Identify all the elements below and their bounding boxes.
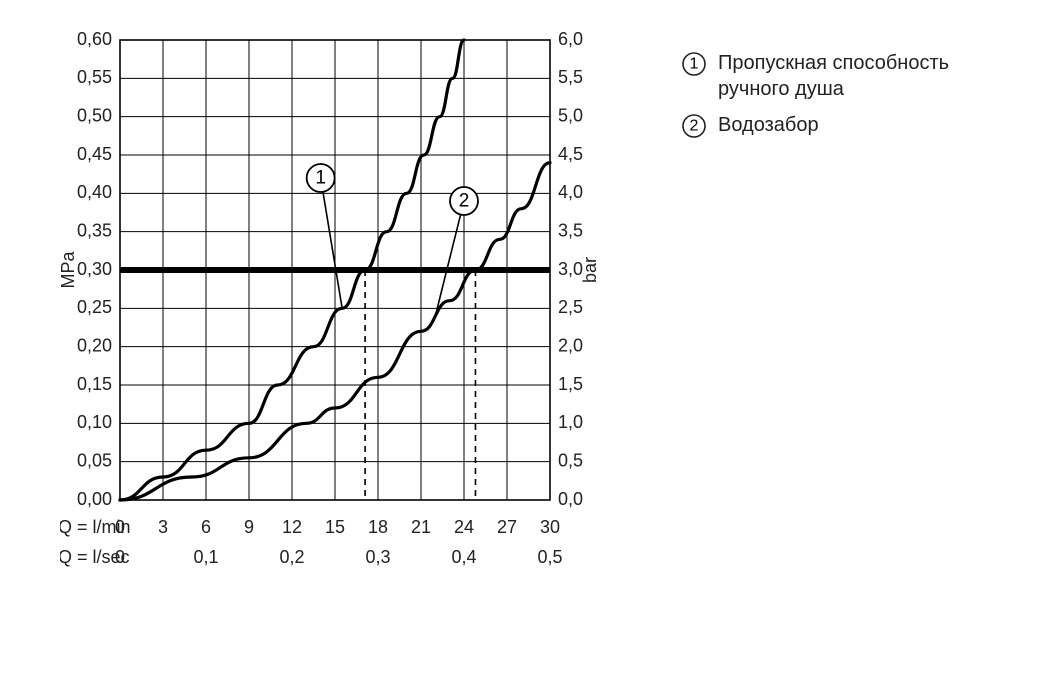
legend-marker-1-icon: 1	[680, 50, 708, 78]
svg-text:9: 9	[244, 517, 254, 537]
svg-text:12: 12	[282, 517, 302, 537]
svg-text:0,20: 0,20	[77, 335, 112, 355]
legend-label-2: Водозабор	[718, 112, 1020, 138]
svg-text:0,40: 0,40	[77, 182, 112, 202]
svg-text:0,5: 0,5	[558, 450, 583, 470]
flow-pressure-chart: 120,000,050,100,150,200,250,300,350,400,…	[60, 30, 620, 630]
svg-text:3: 3	[158, 517, 168, 537]
svg-text:0,60: 0,60	[77, 30, 112, 49]
svg-text:1: 1	[690, 56, 699, 73]
svg-text:1,5: 1,5	[558, 374, 583, 394]
svg-text:2: 2	[459, 191, 470, 212]
svg-text:0,2: 0,2	[279, 547, 304, 567]
svg-text:0,15: 0,15	[77, 374, 112, 394]
svg-text:0,1: 0,1	[193, 547, 218, 567]
svg-text:3,5: 3,5	[558, 220, 583, 240]
svg-text:1: 1	[315, 168, 326, 189]
svg-text:0,3: 0,3	[365, 547, 390, 567]
legend-label-1: Пропускная способность ручного душа	[718, 50, 1020, 102]
svg-text:18: 18	[368, 517, 388, 537]
svg-text:15: 15	[325, 517, 345, 537]
svg-text:6,0: 6,0	[558, 30, 583, 49]
svg-text:5,5: 5,5	[558, 67, 583, 87]
svg-text:0,45: 0,45	[77, 144, 112, 164]
svg-text:4,0: 4,0	[558, 182, 583, 202]
svg-text:0,5: 0,5	[537, 547, 562, 567]
svg-text:6: 6	[201, 517, 211, 537]
svg-text:bar: bar	[580, 257, 600, 283]
svg-text:5,0: 5,0	[558, 105, 583, 125]
svg-text:0,55: 0,55	[77, 67, 112, 87]
svg-text:0,4: 0,4	[451, 547, 476, 567]
svg-text:27: 27	[497, 517, 517, 537]
chart-svg: 120,000,050,100,150,200,250,300,350,400,…	[60, 30, 600, 600]
legend: 1 Пропускная способность ручного душа 2 …	[680, 50, 1020, 150]
svg-text:0,00: 0,00	[77, 489, 112, 509]
svg-text:0,50: 0,50	[77, 105, 112, 125]
svg-text:0,10: 0,10	[77, 412, 112, 432]
legend-marker-2-icon: 2	[680, 112, 708, 140]
svg-text:30: 30	[540, 517, 560, 537]
svg-text:2,5: 2,5	[558, 297, 583, 317]
svg-text:0,35: 0,35	[77, 220, 112, 240]
svg-text:0,30: 0,30	[77, 259, 112, 279]
svg-text:0,05: 0,05	[77, 450, 112, 470]
page: 120,000,050,100,150,200,250,300,350,400,…	[0, 0, 1059, 675]
legend-item-1: 1 Пропускная способность ручного душа	[680, 50, 1020, 102]
svg-text:4,5: 4,5	[558, 144, 583, 164]
svg-text:0: 0	[115, 517, 125, 537]
svg-text:1,0: 1,0	[558, 412, 583, 432]
svg-text:MPa: MPa	[60, 251, 78, 289]
svg-text:2: 2	[690, 118, 699, 135]
svg-text:21: 21	[411, 517, 431, 537]
svg-text:0,25: 0,25	[77, 297, 112, 317]
svg-text:0,0: 0,0	[558, 489, 583, 509]
svg-text:24: 24	[454, 517, 474, 537]
svg-text:0: 0	[115, 547, 125, 567]
svg-text:2,0: 2,0	[558, 335, 583, 355]
legend-item-2: 2 Водозабор	[680, 112, 1020, 140]
